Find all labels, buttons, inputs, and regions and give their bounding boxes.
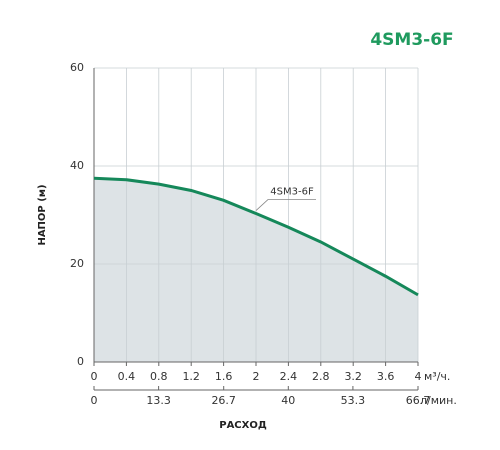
x2-tick-label: 40 bbox=[281, 394, 295, 407]
annotation-leader bbox=[255, 199, 316, 211]
x-unit: м³/ч. bbox=[424, 370, 450, 383]
x-tick-label: 3.2 bbox=[344, 370, 362, 383]
curve bbox=[93, 176, 419, 297]
y-tick-label: 20 bbox=[70, 257, 84, 270]
series-label: 4SM3-6F bbox=[270, 187, 314, 198]
x2-tick-label: 66.7 bbox=[406, 394, 431, 407]
y-axis-title: НАПОР (м) bbox=[37, 184, 48, 245]
x-tick-label: 4 bbox=[415, 370, 422, 383]
x-tick-label: 3.6 bbox=[377, 370, 395, 383]
x-tick-label: 1.6 bbox=[215, 370, 233, 383]
x2-tick-label: 26.7 bbox=[211, 394, 236, 407]
x-tick-label: 0.8 bbox=[150, 370, 168, 383]
x2-tick-label: 0 bbox=[91, 394, 98, 407]
x-tick-label: 2.8 bbox=[312, 370, 330, 383]
x2-tick-label: 13.3 bbox=[146, 394, 171, 407]
x-axis-title: РАСХОД bbox=[219, 420, 267, 431]
y-tick-label: 0 bbox=[77, 355, 84, 368]
x-tick-label: 0.4 bbox=[118, 370, 136, 383]
chart-title: 4SM3-6F bbox=[370, 30, 453, 50]
x-tick-label: 1.2 bbox=[182, 370, 200, 383]
y-tick-label: 40 bbox=[70, 159, 84, 172]
x2-unit: л/мин. bbox=[420, 394, 457, 407]
x-tick-label: 0 bbox=[91, 370, 98, 383]
y-tick-label: 60 bbox=[70, 61, 84, 74]
x-tick-label: 2.4 bbox=[280, 370, 298, 383]
x2-tick-label: 53.3 bbox=[341, 394, 366, 407]
x-tick-label: 2 bbox=[253, 370, 260, 383]
